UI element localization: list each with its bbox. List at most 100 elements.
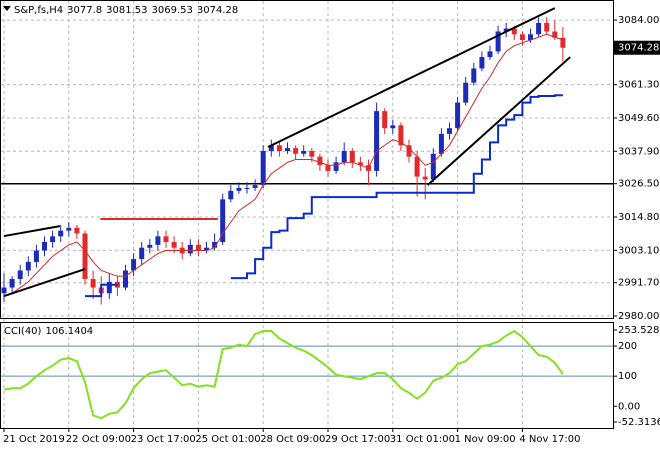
x-tick-label: 21 Oct 2019: [3, 434, 65, 445]
y-tick-label: 3014.80: [618, 212, 659, 223]
cci-title: CCI(40): [4, 326, 42, 337]
candle-body: [382, 111, 388, 129]
y-tick-label: 3037.90: [618, 146, 659, 157]
x-tick-label: 4 Nov 17:00: [519, 434, 580, 445]
candle-body: [301, 150, 307, 154]
candle-body: [42, 242, 47, 251]
candle-body: [58, 230, 64, 237]
y-tick-label: 3061.30: [618, 80, 659, 91]
chart-header: S&P,fs,H4 3077.8 3081.53 3069.53 3074.28: [14, 5, 238, 16]
cci-line: [3, 329, 564, 420]
candle-body: [560, 37, 566, 48]
candle-body: [131, 259, 137, 271]
candle-body: [33, 250, 39, 262]
candle-body: [204, 247, 209, 251]
candle-body: [187, 244, 193, 254]
candle-body: [285, 148, 290, 151]
candle-body: [471, 68, 477, 83]
main-pane: [0, 0, 614, 319]
candle-body: [195, 244, 201, 251]
candle-body: [66, 227, 72, 231]
y-tick-label: 100: [618, 371, 637, 382]
x-tick-label: 25 Oct 01:00: [195, 434, 260, 445]
candle-body: [374, 111, 380, 171]
candle-body: [171, 242, 177, 248]
trend-line: [267, 7, 556, 148]
candle-body: [25, 261, 31, 271]
candle-body: [438, 133, 444, 154]
moving-average: [3, 33, 564, 297]
candle-body: [147, 244, 153, 248]
candle-body: [309, 150, 315, 157]
candle-body: [139, 247, 145, 260]
candle-body: [455, 102, 461, 129]
candle-body: [463, 82, 469, 103]
candle-body: [9, 279, 15, 288]
candle-body: [552, 31, 558, 38]
plot-layer: [1, 1, 613, 428]
candle-body: [544, 22, 550, 32]
cci-last-value: 106.1404: [45, 326, 93, 337]
y-tick-label: 253.5289: [618, 325, 660, 336]
y-tick-label: 3049.60: [618, 113, 659, 124]
x-tick-label: 29 Oct 17:00: [325, 434, 390, 445]
header-high: 3081.53: [106, 5, 147, 16]
candle-body: [90, 279, 96, 288]
candle-body: [228, 190, 234, 200]
candle-body: [252, 185, 258, 188]
candle-body: [236, 187, 242, 191]
candle-body: [519, 34, 525, 40]
candle-body: [430, 153, 436, 180]
candle-body: [414, 156, 420, 177]
candle-body: [317, 156, 323, 166]
header-open: 3077.8: [67, 5, 102, 16]
candle-body: [244, 187, 250, 189]
x-tick-label: 28 Oct 09:00: [260, 434, 325, 445]
candle-body: [50, 236, 56, 243]
x-tick-label: 31 Oct 01:00: [390, 434, 455, 445]
candle-body: [406, 145, 412, 157]
candle-body: [536, 22, 542, 35]
cci-pane: [0, 322, 614, 429]
x-tick-label: 22 Oct 09:00: [66, 434, 131, 445]
cci-header: CCI(40) 106.1404: [4, 326, 93, 337]
candle-body: [106, 281, 112, 294]
candle-body: [390, 125, 396, 129]
y-tick-label: 2980.00: [618, 311, 659, 322]
stop-line: [85, 94, 563, 298]
current-price-box: [614, 40, 660, 55]
candle-body: [212, 242, 218, 248]
menu-triangle: [3, 6, 11, 11]
candle-body: [447, 128, 452, 134]
trend-line: [3, 225, 61, 238]
header-close: 3074.28: [197, 5, 238, 16]
y-tick-label: 2991.70: [618, 278, 659, 289]
candle-body: [528, 34, 533, 40]
candle-body: [123, 270, 128, 288]
y-tick-label: -52.3136: [618, 417, 660, 428]
candle-body: [398, 125, 404, 146]
candle-body: [268, 145, 274, 151]
y-tick-label: 3003.10: [618, 245, 659, 256]
candle-body: [276, 145, 282, 151]
trend-line: [426, 56, 571, 186]
candle-body: [511, 28, 517, 35]
candle-body: [495, 31, 501, 52]
chart-title: S&P,fs,H4: [14, 5, 63, 16]
candle-body: [503, 28, 509, 32]
candle-body: [479, 57, 485, 69]
x-tick-label: 1 Nov 09:00: [455, 434, 516, 445]
candle-body: [349, 150, 355, 163]
y-tick-label: 0.00: [618, 401, 640, 412]
candle-body: [155, 236, 161, 245]
candle-body: [82, 233, 88, 280]
current-price-label: 3074.28: [618, 43, 659, 54]
candle-body: [357, 162, 363, 166]
candle-body: [74, 227, 80, 234]
candle-body: [220, 199, 226, 243]
header-low: 3069.53: [152, 5, 193, 16]
y-tick-label: 3084.00: [618, 15, 659, 26]
candle-body: [325, 165, 331, 171]
